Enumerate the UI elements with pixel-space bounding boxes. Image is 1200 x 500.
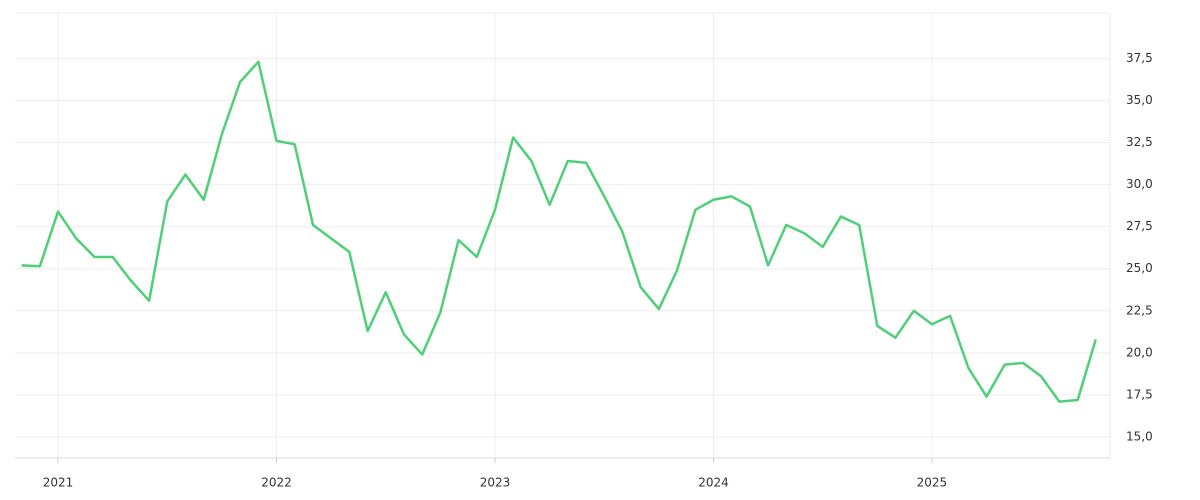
y-tick-label: 30,0 [1126, 177, 1153, 191]
x-tick-label: 2025 [917, 476, 948, 490]
x-tick-label: 2023 [480, 476, 511, 490]
y-tick-label: 37,5 [1126, 51, 1153, 65]
y-tick-label: 22,5 [1126, 303, 1153, 317]
y-tick-label: 32,5 [1126, 135, 1153, 149]
x-tick-label: 2024 [698, 476, 729, 490]
y-tick-label: 20,0 [1126, 345, 1153, 359]
x-tick-label: 2021 [43, 476, 74, 490]
y-tick-label: 15,0 [1126, 429, 1153, 443]
y-tick-label: 25,0 [1126, 261, 1153, 275]
y-tick-label: 17,5 [1126, 387, 1153, 401]
data-line [21, 60, 1097, 403]
y-tick-label: 27,5 [1126, 219, 1153, 233]
y-tick-label: 35,0 [1126, 93, 1153, 107]
x-tick-label: 2022 [261, 476, 292, 490]
